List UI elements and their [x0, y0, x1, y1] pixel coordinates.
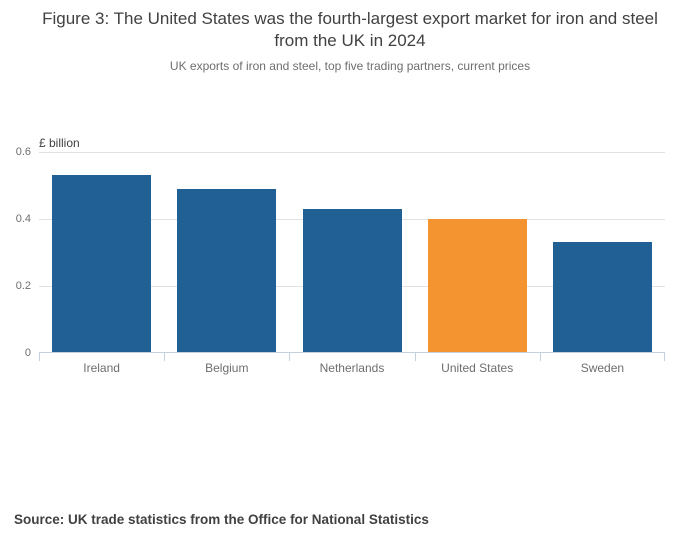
y-axis-unit-label: £ billion: [39, 136, 80, 150]
y-tick-label-0: 0: [24, 347, 31, 359]
x-category-label-belgium: Belgium: [205, 361, 249, 375]
x-category-label-sweden: Sweden: [580, 361, 625, 375]
x-axis-tick-4: [539, 353, 541, 361]
bar-sweden[interactable]: [552, 242, 652, 352]
x-category-label-ireland: Ireland: [83, 361, 120, 375]
bar-netherlands[interactable]: [302, 208, 402, 352]
x-category-label-united-states: United States: [441, 361, 514, 375]
bar-united-states[interactable]: [427, 219, 527, 352]
chart-title: Figure 3: The United States was the four…: [42, 9, 658, 51]
x-category-label-netherlands: Netherlands: [319, 361, 385, 375]
gridline-0.6: [39, 151, 665, 153]
x-axis-line: [39, 352, 665, 353]
x-axis-tick-5: [664, 353, 665, 361]
bar-belgium[interactable]: [177, 188, 277, 352]
chart-subtitle: UK exports of iron and steel, top five t…: [169, 59, 531, 73]
x-axis-tick-0: [39, 353, 40, 361]
y-tick-label-0.4: 0.4: [15, 213, 31, 225]
source-attribution: Source: UK trade statistics from the Off…: [14, 512, 429, 527]
y-tick-label-0.2: 0.2: [15, 280, 31, 292]
y-tick-label-0.6: 0.6: [15, 146, 31, 158]
x-axis-tick-1: [164, 353, 166, 361]
plot-area: 0 0.2 0.4 0.6 Ireland Belgium Netherlands Unite…: [16, 146, 665, 375]
x-axis-tick-3: [414, 353, 416, 361]
x-axis-tick-2: [289, 353, 291, 361]
bar-ireland[interactable]: [52, 175, 152, 352]
